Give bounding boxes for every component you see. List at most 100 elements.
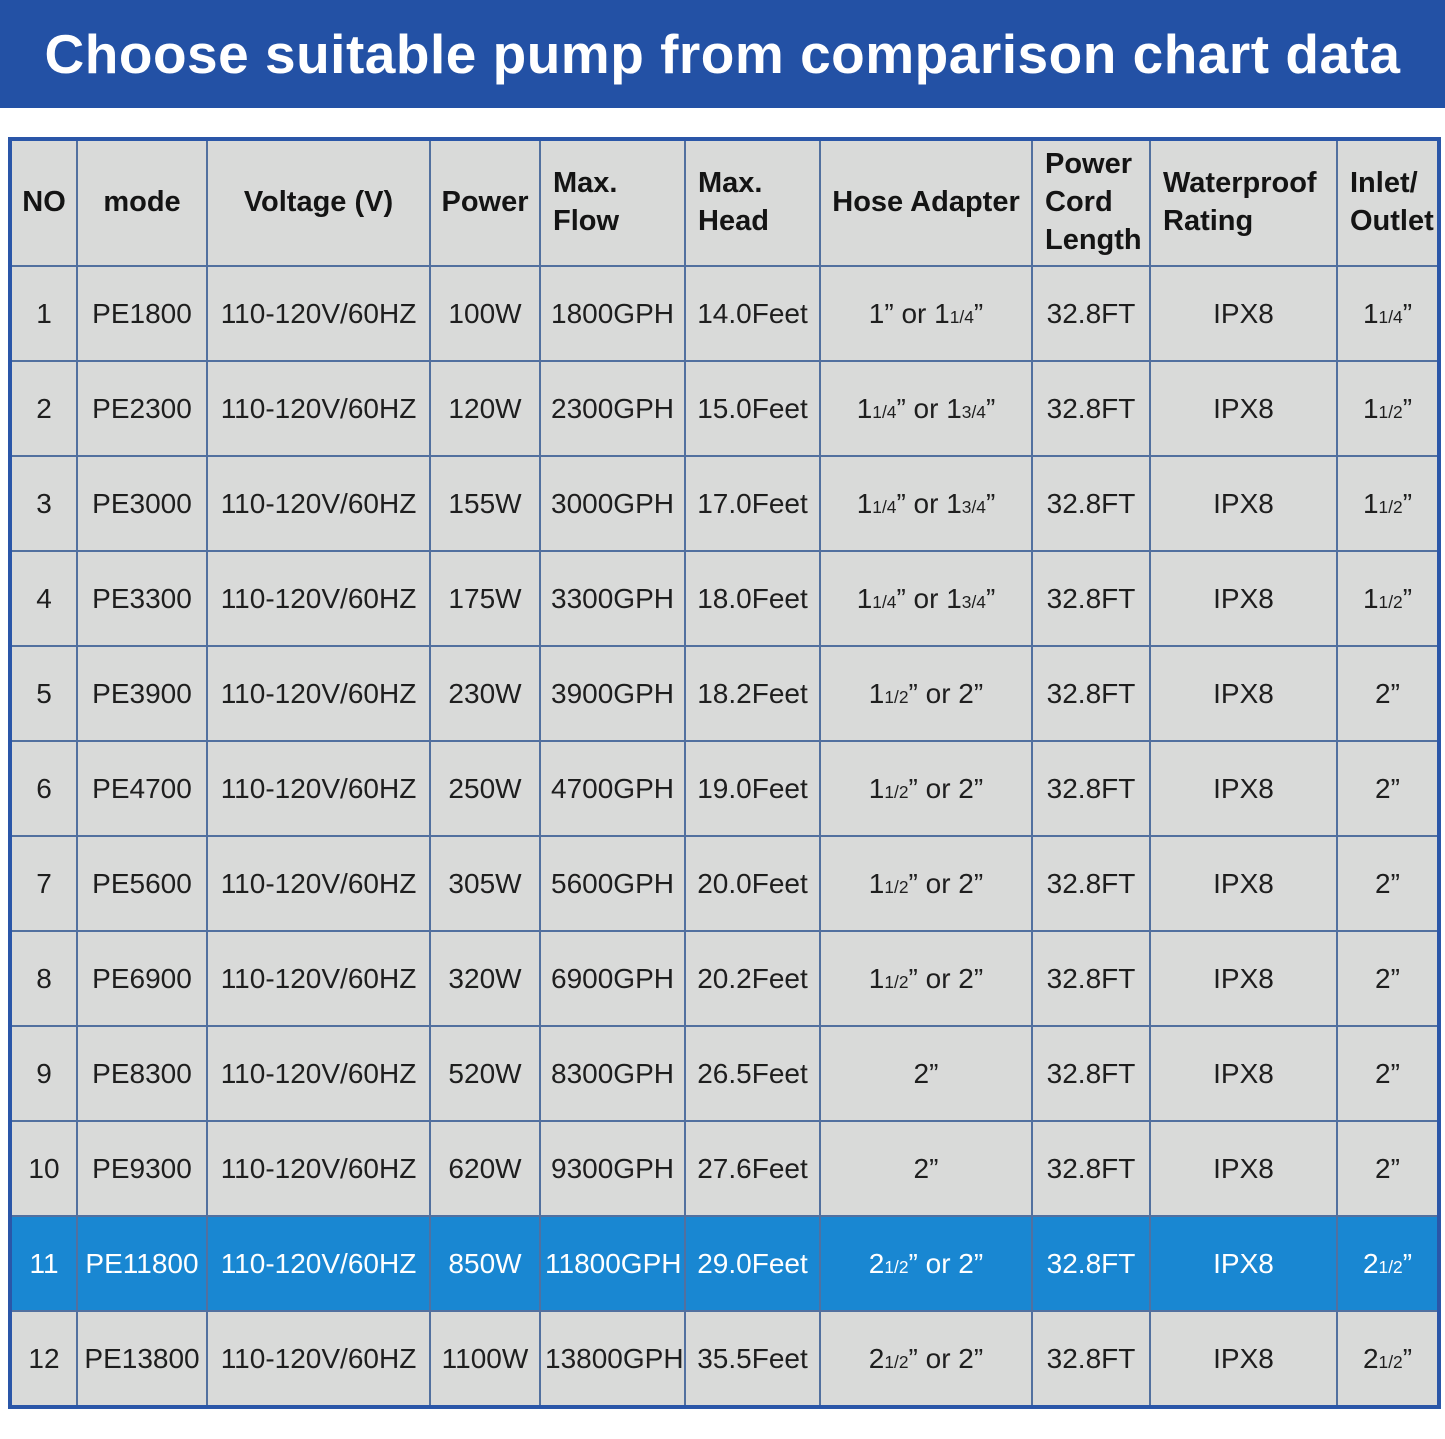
cell-waterproof: IPX8 [1149, 455, 1338, 552]
cell-no: 8 [9, 930, 78, 1027]
cell-no: 2 [9, 360, 78, 457]
cell-no: 6 [9, 740, 78, 837]
table-row: 10 PE9300 110-120V/60HZ 620W 9300GPH 27.6Feet… [9, 1120, 1440, 1217]
cell-power: 100W [429, 265, 541, 362]
cell-power: 175W [429, 550, 541, 647]
table-row: 2 PE2300 110-120V/60HZ 120W 2300GPH 15.0Feet 1… [9, 360, 1440, 457]
cell-max_head: 18.2Feet [684, 645, 821, 742]
cell-cord_length: 32.8FT [1031, 550, 1151, 647]
cell-max_flow: 2300GPH [539, 360, 686, 457]
cell-voltage: 110-120V/60HZ [206, 550, 431, 647]
cell-waterproof: IPX8 [1149, 265, 1338, 362]
cell-hose_adapter: 11/2” or 2” [819, 835, 1033, 932]
cell-max_flow: 5600GPH [539, 835, 686, 932]
cell-cord_length: 32.8FT [1031, 360, 1151, 457]
fraction-text: 1/2 [884, 781, 909, 802]
column-header-no: NO [9, 138, 78, 267]
fraction-text: 1/4 [872, 496, 897, 517]
fraction-text: 3/4 [961, 496, 986, 517]
cell-hose_adapter: 11/2” or 2” [819, 740, 1033, 837]
cell-waterproof: IPX8 [1149, 360, 1338, 457]
cell-hose_adapter: 2” [819, 1120, 1033, 1217]
table-row: 5 PE3900 110-120V/60HZ 230W 3900GPH 18.2Feet 1… [9, 645, 1440, 742]
cell-voltage: 110-120V/60HZ [206, 645, 431, 742]
cell-max_head: 20.2Feet [684, 930, 821, 1027]
table-row: 7 PE5600 110-120V/60HZ 305W 5600GPH 20.0Feet 1… [9, 835, 1440, 932]
cell-inlet_outlet: 2” [1336, 740, 1440, 837]
fraction-text: 3/4 [961, 591, 986, 612]
cell-cord_length: 32.8FT [1031, 265, 1151, 362]
fraction-text: 1/4 [872, 401, 897, 422]
table-row: 9 PE8300 110-120V/60HZ 520W 8300GPH 26.5Feet 2… [9, 1025, 1440, 1122]
cell-max_head: 18.0Feet [684, 550, 821, 647]
cell-cord_length: 32.8FT [1031, 1215, 1151, 1312]
cell-no: 9 [9, 1025, 78, 1122]
cell-inlet_outlet: 11/2” [1336, 455, 1440, 552]
cell-no: 4 [9, 550, 78, 647]
cell-max_flow: 3000GPH [539, 455, 686, 552]
cell-max_head: 27.6Feet [684, 1120, 821, 1217]
cell-voltage: 110-120V/60HZ [206, 1310, 431, 1408]
cell-voltage: 110-120V/60HZ [206, 455, 431, 552]
cell-hose_adapter: 2” [819, 1025, 1033, 1122]
cell-mode: PE2300 [76, 360, 208, 457]
cell-hose_adapter: 11/4” or 13/4” [819, 455, 1033, 552]
cell-inlet_outlet: 21/2” [1336, 1310, 1440, 1408]
cell-power: 1100W [429, 1310, 541, 1408]
cell-mode: PE13800 [76, 1310, 208, 1408]
cell-max_flow: 3900GPH [539, 645, 686, 742]
cell-waterproof: IPX8 [1149, 835, 1338, 932]
cell-power: 250W [429, 740, 541, 837]
cell-voltage: 110-120V/60HZ [206, 265, 431, 362]
cell-inlet_outlet: 2” [1336, 1120, 1440, 1217]
cell-max_flow: 11800GPH [539, 1215, 686, 1312]
cell-hose_adapter: 11/2” or 2” [819, 645, 1033, 742]
title-banner: Choose suitable pump from comparison cha… [0, 0, 1445, 108]
cell-no: 5 [9, 645, 78, 742]
cell-max_head: 19.0Feet [684, 740, 821, 837]
cell-max_head: 14.0Feet [684, 265, 821, 362]
cell-max_head: 26.5Feet [684, 1025, 821, 1122]
cell-cord_length: 32.8FT [1031, 930, 1151, 1027]
cell-max_head: 29.0Feet [684, 1215, 821, 1312]
cell-max_flow: 8300GPH [539, 1025, 686, 1122]
table-row: 3 PE3000 110-120V/60HZ 155W 3000GPH 17.0Feet 1… [9, 455, 1440, 552]
cell-hose_adapter: 11/4” or 13/4” [819, 550, 1033, 647]
cell-inlet_outlet: 11/2” [1336, 360, 1440, 457]
cell-cord_length: 32.8FT [1031, 455, 1151, 552]
cell-waterproof: IPX8 [1149, 740, 1338, 837]
table-header-row: NO mode Voltage (V) Power Max. Flow Max. Head… [9, 138, 1440, 267]
cell-max_flow: 13800GPH [539, 1310, 686, 1408]
cell-no: 10 [9, 1120, 78, 1217]
column-header-max_flow: Max. Flow [539, 138, 686, 267]
table-row: 4 PE3300 110-120V/60HZ 175W 3300GPH 18.0Feet 1… [9, 550, 1440, 647]
fraction-text: 1/2 [884, 1351, 909, 1372]
table-row: 6 PE4700 110-120V/60HZ 250W 4700GPH 19.0Feet 1… [9, 740, 1440, 837]
cell-voltage: 110-120V/60HZ [206, 1215, 431, 1312]
cell-max_head: 35.5Feet [684, 1310, 821, 1408]
cell-inlet_outlet: 2” [1336, 1025, 1440, 1122]
page-title: Choose suitable pump from comparison cha… [44, 23, 1401, 85]
cell-inlet_outlet: 2” [1336, 930, 1440, 1027]
cell-cord_length: 32.8FT [1031, 1025, 1151, 1122]
fraction-text: 1/2 [1378, 591, 1403, 612]
table-row-highlighted: 11 PE11800 110-120V/60HZ 850W 11800GPH 29.0Fe… [9, 1215, 1440, 1312]
cell-mode: PE4700 [76, 740, 208, 837]
cell-waterproof: IPX8 [1149, 645, 1338, 742]
cell-cord_length: 32.8FT [1031, 740, 1151, 837]
cell-inlet_outlet: 21/2” [1336, 1215, 1440, 1312]
table-row: 1 PE1800 110-120V/60HZ 100W 1800GPH 14.0Feet 1… [9, 265, 1440, 362]
cell-waterproof: IPX8 [1149, 1215, 1338, 1312]
column-header-hose_adapter: Hose Adapter [819, 138, 1033, 267]
cell-voltage: 110-120V/60HZ [206, 835, 431, 932]
cell-hose_adapter: 21/2” or 2” [819, 1215, 1033, 1312]
cell-cord_length: 32.8FT [1031, 1310, 1151, 1408]
comparison-table-container: NO mode Voltage (V) Power Max. Flow Max. Head… [8, 137, 1441, 1409]
cell-mode: PE9300 [76, 1120, 208, 1217]
cell-max_flow: 4700GPH [539, 740, 686, 837]
cell-no: 12 [9, 1310, 78, 1408]
cell-hose_adapter: 21/2” or 2” [819, 1310, 1033, 1408]
cell-waterproof: IPX8 [1149, 1025, 1338, 1122]
cell-waterproof: IPX8 [1149, 1120, 1338, 1217]
table-row: 8 PE6900 110-120V/60HZ 320W 6900GPH 20.2Feet 1… [9, 930, 1440, 1027]
